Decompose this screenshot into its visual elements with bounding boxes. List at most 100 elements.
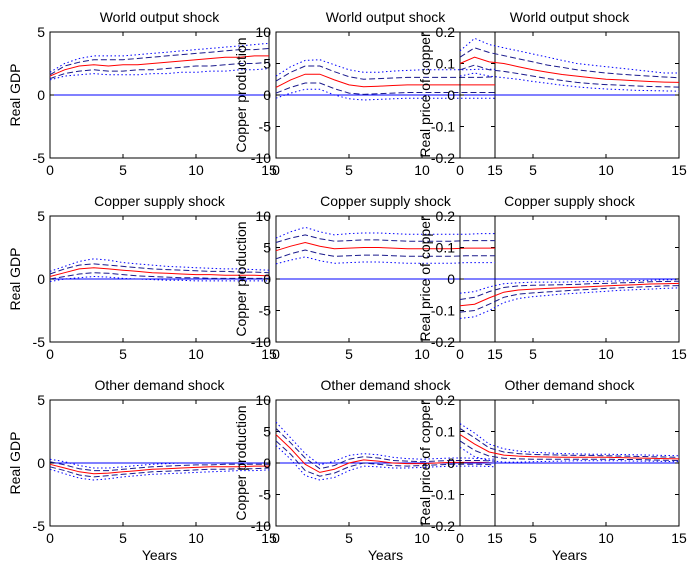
y-tick-label: 5 — [263, 240, 271, 256]
y-axis-label: Copper production — [233, 405, 249, 520]
y-tick-label: -10 — [251, 518, 271, 534]
estimate-line — [49, 463, 269, 475]
y-tick-label: 0.2 — [436, 392, 456, 408]
x-tick-label: 5 — [119, 162, 127, 178]
x-tick-label: 5 — [529, 162, 537, 178]
y-tick-label: 5 — [263, 56, 271, 72]
upper-band-line — [275, 59, 495, 77]
x-axis-label: Years — [142, 547, 177, 563]
upper-band-line — [459, 279, 680, 294]
y-tick-label: -5 — [33, 518, 46, 534]
lower-band-line — [459, 72, 680, 92]
upper-band-line — [275, 234, 495, 243]
panel-title: Copper supply shock — [94, 193, 226, 209]
lower-band-line — [275, 249, 495, 260]
x-axis-label: Years — [368, 547, 403, 563]
x-tick-label: 5 — [529, 346, 537, 362]
y-tick-label: 0.2 — [436, 208, 456, 224]
panel-9: Other demand shock Real price of copper Ye… — [417, 377, 687, 563]
lower-band-line — [275, 440, 496, 477]
y-tick-label: -0.1 — [431, 119, 455, 135]
lower-band-line — [49, 466, 270, 478]
panel-title: World output shock — [100, 9, 221, 25]
x-tick-label: 10 — [188, 162, 204, 178]
upper-band-line — [49, 263, 270, 275]
x-tick-label: 0 — [272, 530, 280, 546]
panel-2: World output shock Copper production 0 5 10 1… — [233, 9, 503, 178]
x-tick-label: 0 — [272, 346, 280, 362]
upper-band-line — [275, 226, 495, 239]
x-tick-label: 15 — [487, 346, 503, 362]
lower-band-line — [459, 287, 680, 319]
y-tick-label: -0.2 — [431, 334, 455, 350]
panel-title: World output shock — [510, 9, 631, 25]
lower-band-line — [459, 285, 680, 313]
y-axis-label: Real price of copper — [417, 32, 433, 158]
x-tick-label: 10 — [414, 162, 430, 178]
y-tick-label: 0 — [37, 271, 45, 287]
y-axis-label: Real GDP — [7, 247, 23, 310]
estimate-line — [49, 55, 269, 77]
panel-title: Copper supply shock — [504, 193, 636, 209]
x-tick-label: 15 — [671, 346, 687, 362]
y-tick-label: -0.1 — [431, 487, 455, 503]
y-tick-label: -5 — [259, 303, 272, 319]
upper-band-line — [49, 258, 270, 272]
lower-band-line — [275, 445, 496, 481]
estimate-line — [275, 434, 496, 473]
y-tick-label: 5 — [37, 24, 45, 40]
panel-title: Other demand shock — [321, 377, 452, 393]
lower-band-line — [459, 64, 680, 88]
y-tick-label: -5 — [33, 334, 46, 350]
x-tick-label: 15 — [671, 162, 687, 178]
y-tick-label: 0.1 — [436, 56, 456, 72]
upper-band-line — [459, 280, 680, 300]
y-tick-label: -5 — [33, 150, 46, 166]
x-tick-label: 10 — [188, 530, 204, 546]
y-tick-label: 0 — [447, 271, 455, 287]
x-tick-label: 0 — [456, 530, 464, 546]
y-tick-label: 0.1 — [436, 240, 456, 256]
y-tick-label: 0 — [37, 87, 45, 103]
y-tick-label: 0.1 — [436, 424, 456, 440]
x-tick-label: 10 — [598, 162, 614, 178]
estimate-line — [459, 56, 680, 83]
x-tick-label: 10 — [598, 530, 614, 546]
y-tick-label: 10 — [255, 24, 271, 40]
x-tick-label: 5 — [345, 530, 353, 546]
x-tick-label: 15 — [671, 530, 687, 546]
panel-title: Other demand shock — [95, 377, 226, 393]
y-axis-label: Copper production — [233, 221, 249, 336]
y-tick-label: 5 — [37, 392, 45, 408]
y-tick-label: 10 — [255, 208, 271, 224]
y-tick-label: -10 — [251, 334, 271, 350]
lower-band-line — [49, 61, 270, 80]
y-tick-label: 10 — [255, 392, 271, 408]
y-tick-label: 0 — [447, 87, 455, 103]
panel-3: World output shock Real price of copper 0 5… — [417, 9, 687, 178]
upper-band-line — [49, 458, 269, 469]
upper-band-line — [275, 421, 496, 466]
y-tick-label: -0.1 — [431, 303, 455, 319]
y-tick-label: 0 — [447, 455, 455, 471]
upper-band-line — [459, 37, 679, 74]
y-tick-label: 0 — [263, 455, 271, 471]
upper-band-line — [49, 42, 270, 73]
y-tick-label: -5 — [259, 119, 272, 135]
y-tick-label: 5 — [263, 424, 271, 440]
y-tick-label: 0 — [263, 87, 271, 103]
lower-band-line — [459, 446, 680, 463]
upper-band-line — [459, 427, 680, 458]
lower-band-line — [275, 88, 495, 101]
y-axis-label: Real price of copper — [417, 400, 433, 526]
lower-band-line — [459, 440, 680, 461]
x-tick-label: 15 — [261, 530, 277, 546]
x-tick-label: 0 — [456, 162, 464, 178]
upper-band-line — [275, 65, 496, 82]
x-tick-label: 0 — [46, 530, 54, 546]
x-tick-label: 5 — [119, 346, 127, 362]
lower-band-line — [275, 256, 495, 265]
